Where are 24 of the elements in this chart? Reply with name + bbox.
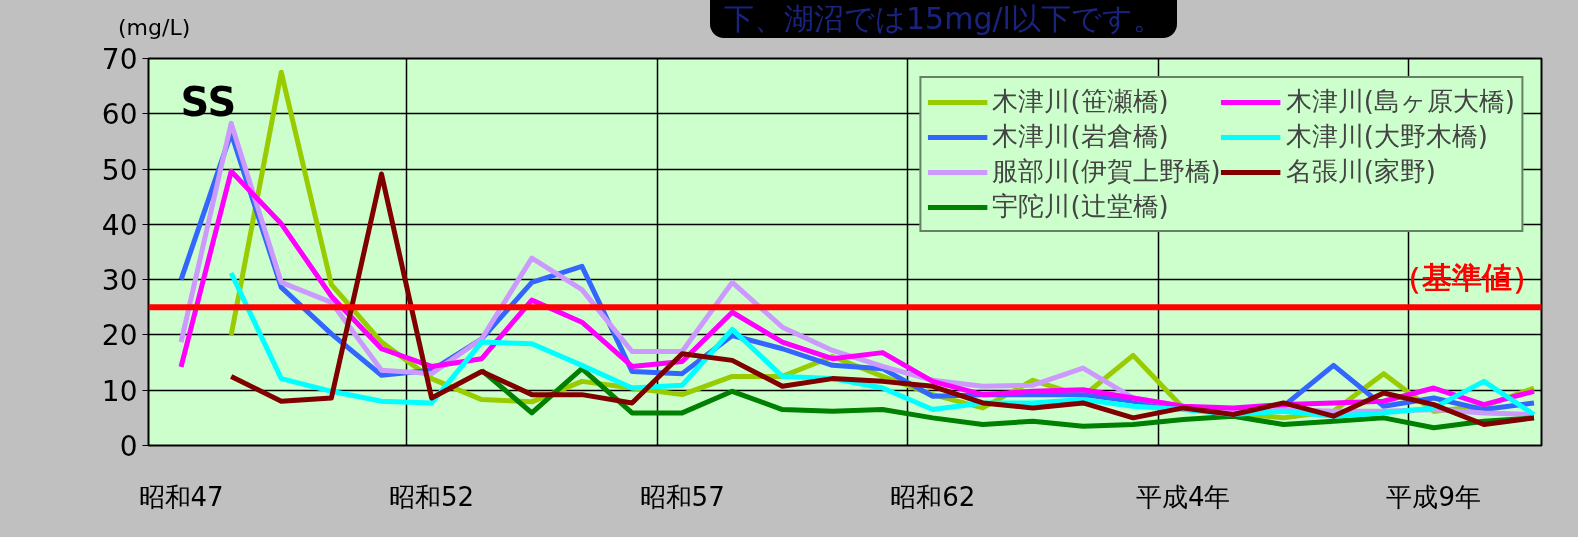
x-tick-label: 昭和57 <box>639 481 725 512</box>
y-tick-label: 60 <box>101 98 138 132</box>
y-tick-label: 50 <box>101 153 138 187</box>
y-tick-label: 20 <box>101 319 138 353</box>
y-tick-label: 0 <box>119 430 138 463</box>
legend-label: 名張川(家野) <box>1285 155 1436 188</box>
x-tick-label: 平成9年 <box>1386 481 1482 512</box>
y-tick-label: 10 <box>101 374 138 408</box>
y-tick-label: 70 <box>101 43 138 76</box>
legend-label: 木津川(笹瀬橋) <box>992 85 1169 118</box>
legend-label: 木津川(島ヶ原大橋) <box>1285 85 1515 118</box>
y-axis-title: (mg/L) <box>118 14 191 42</box>
legend-label: 木津川(大野木橋) <box>1285 120 1488 153</box>
x-tick-label: 昭和47 <box>138 481 224 512</box>
legend-label: 木津川(岩倉橋) <box>992 120 1169 153</box>
x-tick-label: 平成4年 <box>1135 481 1231 512</box>
y-tick-label: 40 <box>101 208 138 242</box>
x-tick-label: 昭和62 <box>890 481 976 512</box>
legend-label: 宇陀川(辻堂橋) <box>992 190 1169 223</box>
text: SS <box>180 78 237 125</box>
x-tick-label: 昭和52 <box>389 481 475 512</box>
legend-label: 服部川(伊賀上野橋) <box>992 155 1221 188</box>
y-tick-label: 30 <box>101 264 138 298</box>
text: 下、湖沼では15mg/l以下です。 <box>710 0 1177 38</box>
